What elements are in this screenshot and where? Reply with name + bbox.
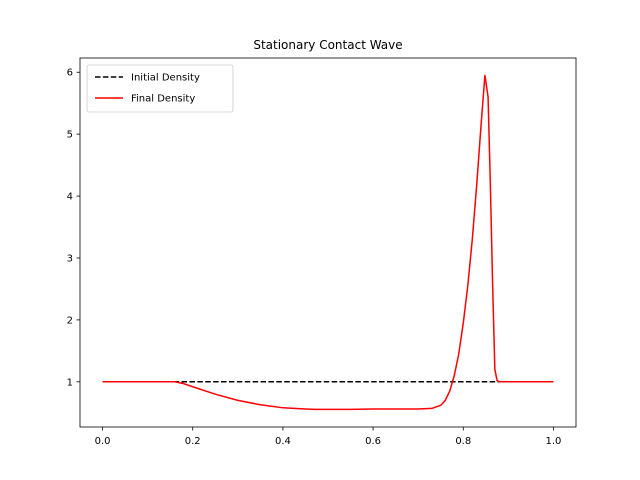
chart-title: Stationary Contact Wave xyxy=(253,38,402,52)
x-tick-label: 0.0 xyxy=(95,436,111,447)
legend-label: Final Density xyxy=(131,94,195,105)
y-tick-label: 2 xyxy=(67,315,73,326)
series-layer xyxy=(102,74,554,411)
x-tick-label: 1.0 xyxy=(546,436,562,447)
x-tick-label: 0.8 xyxy=(455,436,471,447)
axes: 0.0 0.2 0.4 0.6 0.8 1.0 1 2 3 4 5 6 xyxy=(67,57,577,447)
y-tick-label: 6 xyxy=(67,68,73,79)
plot-frame xyxy=(79,57,577,428)
y-tick-label: 4 xyxy=(67,192,73,203)
legend-label: Initial Density xyxy=(131,73,200,84)
y-tick-label: 5 xyxy=(67,130,73,141)
x-tick-label: 0.4 xyxy=(275,436,291,447)
x-tick-label: 0.2 xyxy=(185,436,201,447)
y-tick-label: 3 xyxy=(67,253,73,264)
x-tick-label: 0.6 xyxy=(365,436,381,447)
final-density-line xyxy=(102,74,554,411)
legend: Initial Density Final Density xyxy=(86,64,234,113)
y-tick-label: 1 xyxy=(67,377,73,388)
legend-box xyxy=(86,64,234,113)
